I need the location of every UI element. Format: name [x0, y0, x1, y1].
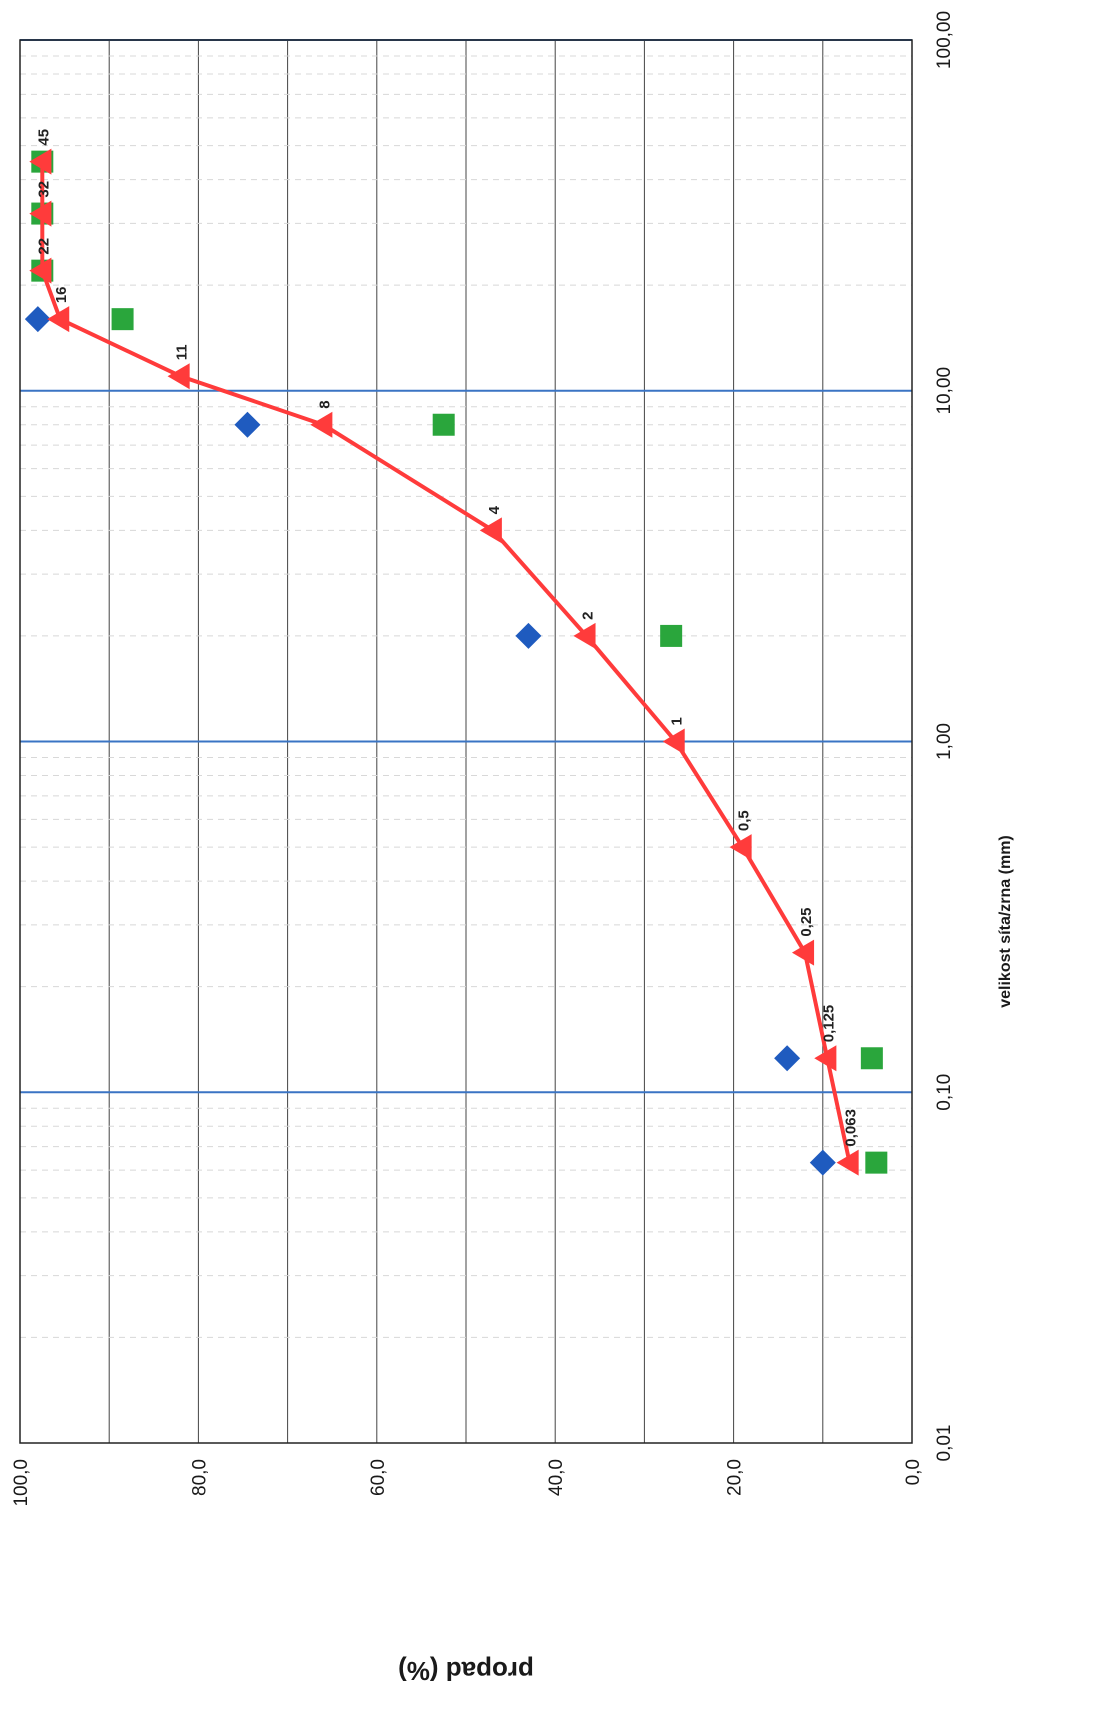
data-point-triangle [310, 411, 333, 438]
data-label: 32 [35, 181, 52, 198]
data-point-diamond [774, 1045, 801, 1072]
x-tick-label: 100,00 [934, 11, 955, 69]
tick-labels: 0,010,101,0010,00100,000,020,040,060,080… [11, 11, 955, 1507]
data-point-triangle [167, 363, 190, 390]
data-point-triangle [662, 728, 685, 755]
data-label: 2 [579, 612, 596, 620]
y-tick-label: 80,0 [189, 1459, 210, 1496]
data-point-triangle [47, 306, 70, 333]
grid [20, 39, 912, 1443]
data-point-square [660, 624, 683, 647]
data-label: 4 [486, 505, 503, 514]
data-point-square [860, 1047, 883, 1070]
data-label: 0,125 [820, 1005, 837, 1043]
data-label: 11 [174, 344, 191, 360]
data-label: 45 [35, 129, 52, 146]
x-tick-label: 10,00 [934, 367, 955, 415]
series [24, 148, 888, 1176]
data-label: 0,063 [843, 1109, 860, 1147]
y-tick-label: 40,0 [546, 1459, 567, 1496]
data-label: 1 [669, 717, 686, 725]
y-tick-label: 60,0 [368, 1459, 389, 1496]
data-point-triangle [29, 257, 52, 284]
data-point-triangle [814, 1045, 837, 1072]
data-label: 0,5 [736, 810, 753, 831]
data-label: 8 [316, 400, 333, 408]
data-point-diamond [809, 1149, 836, 1176]
x-tick-label: 0,10 [934, 1074, 955, 1111]
data-label: 0,25 [798, 907, 815, 936]
y-tick-label: 20,0 [725, 1459, 746, 1496]
y-tick-label: 100,0 [11, 1459, 32, 1507]
data-point-triangle [791, 939, 815, 966]
x-tick-label: 1,00 [934, 723, 955, 760]
data-point-triangle [729, 834, 752, 861]
x-tick-label: 0,01 [934, 1425, 955, 1462]
data-point-square [111, 308, 134, 331]
data-label: 16 [53, 286, 70, 303]
y-axis-title: propad (%) [398, 1656, 534, 1686]
data-point-triangle [29, 148, 52, 175]
data-labels: 0,063 0,125 0,25 0,5 1 2 4 8 11 16 22 32 45 [35, 129, 859, 1147]
axes [19, 39, 913, 1444]
data-point-triangle [573, 622, 596, 649]
data-point-diamond [234, 411, 261, 438]
x-axis-title: velikost síta/zrna (mm) [997, 835, 1014, 1008]
data-point-diamond [24, 306, 51, 333]
data-point-triangle [479, 517, 502, 544]
plot-frame [19, 39, 913, 1444]
series-line-triangle [40, 161, 852, 1164]
data-point-square [865, 1151, 888, 1174]
y-tick-label: 0,0 [903, 1459, 924, 1485]
data-point-triangle [836, 1149, 859, 1176]
data-label: 22 [35, 238, 52, 255]
data-point-triangle [29, 200, 52, 227]
data-point-square [432, 413, 455, 436]
data-point-diamond [515, 622, 542, 649]
